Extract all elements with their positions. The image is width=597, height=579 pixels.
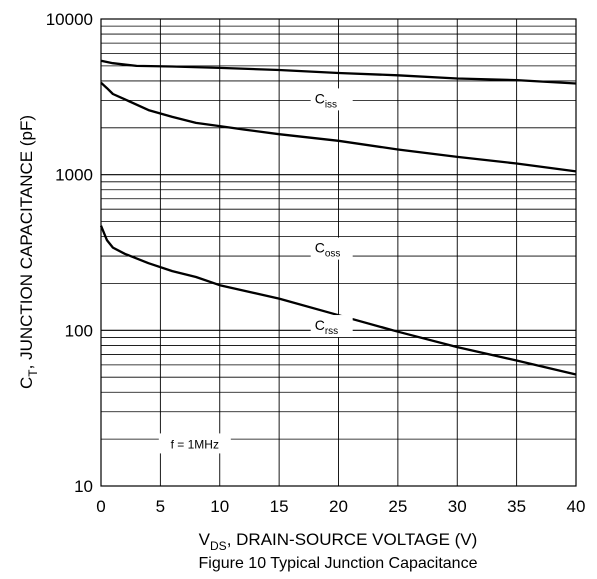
x-tick-labels: 0 5 10 15 20 25 30 35 40: [96, 497, 585, 516]
y-tick-label: 1000: [55, 166, 93, 185]
x-tick-label: 25: [388, 497, 407, 516]
y-tick-labels: 10 100 1000 10000: [46, 10, 93, 496]
series-line-iss: [100, 59, 577, 85]
series-line-oss: [100, 81, 577, 173]
y-axis-label: CT, JUNCTION CAPACITANCE (pF): [17, 115, 40, 389]
series-group: [99, 59, 577, 376]
y-tick-label: 10000: [46, 10, 93, 29]
series-label-iss: Ciss: [315, 90, 337, 110]
series-label-oss: Coss: [315, 240, 341, 260]
x-tick-label: 5: [156, 497, 165, 516]
x-tick-label: 35: [507, 497, 526, 516]
frequency-annotation: f = 1MHz: [171, 437, 219, 451]
y-tick-label: 10: [74, 477, 93, 496]
figure-caption: Figure 10 Typical Junction Capacitance: [199, 555, 478, 572]
plot-frame: [100, 18, 577, 487]
x-axis-label-main: V: [199, 530, 211, 549]
y-axis-label-main: C: [17, 377, 36, 389]
y-axis-label-sub: T: [26, 369, 40, 377]
x-axis-label-rest: , DRAIN-SOURCE VOLTAGE (V): [227, 530, 478, 549]
x-tick-label: 10: [210, 497, 229, 516]
y-axis-label-rest: , JUNCTION CAPACITANCE (pF): [17, 115, 36, 369]
series-labels: Ciss Coss Crss f = 1MHz: [158, 88, 353, 454]
x-tick-label: 15: [270, 497, 289, 516]
x-tick-label: 0: [96, 497, 105, 516]
series-label-bg: [310, 237, 353, 260]
x-axis-label-sub: DS: [210, 539, 227, 553]
series-label-bg: [310, 315, 353, 338]
series-label-rss: Crss: [315, 317, 338, 337]
series-label-bg: [310, 88, 353, 111]
x-tick-label: 40: [567, 497, 586, 516]
y-tick-label: 100: [65, 321, 93, 340]
series-line-rss: [99, 225, 577, 376]
x-tick-label: 20: [329, 497, 348, 516]
frequency-annotation-bg: [158, 433, 231, 454]
x-axis-label: VDS, DRAIN-SOURCE VOLTAGE (V): [199, 530, 478, 553]
x-tick-label: 30: [448, 497, 467, 516]
